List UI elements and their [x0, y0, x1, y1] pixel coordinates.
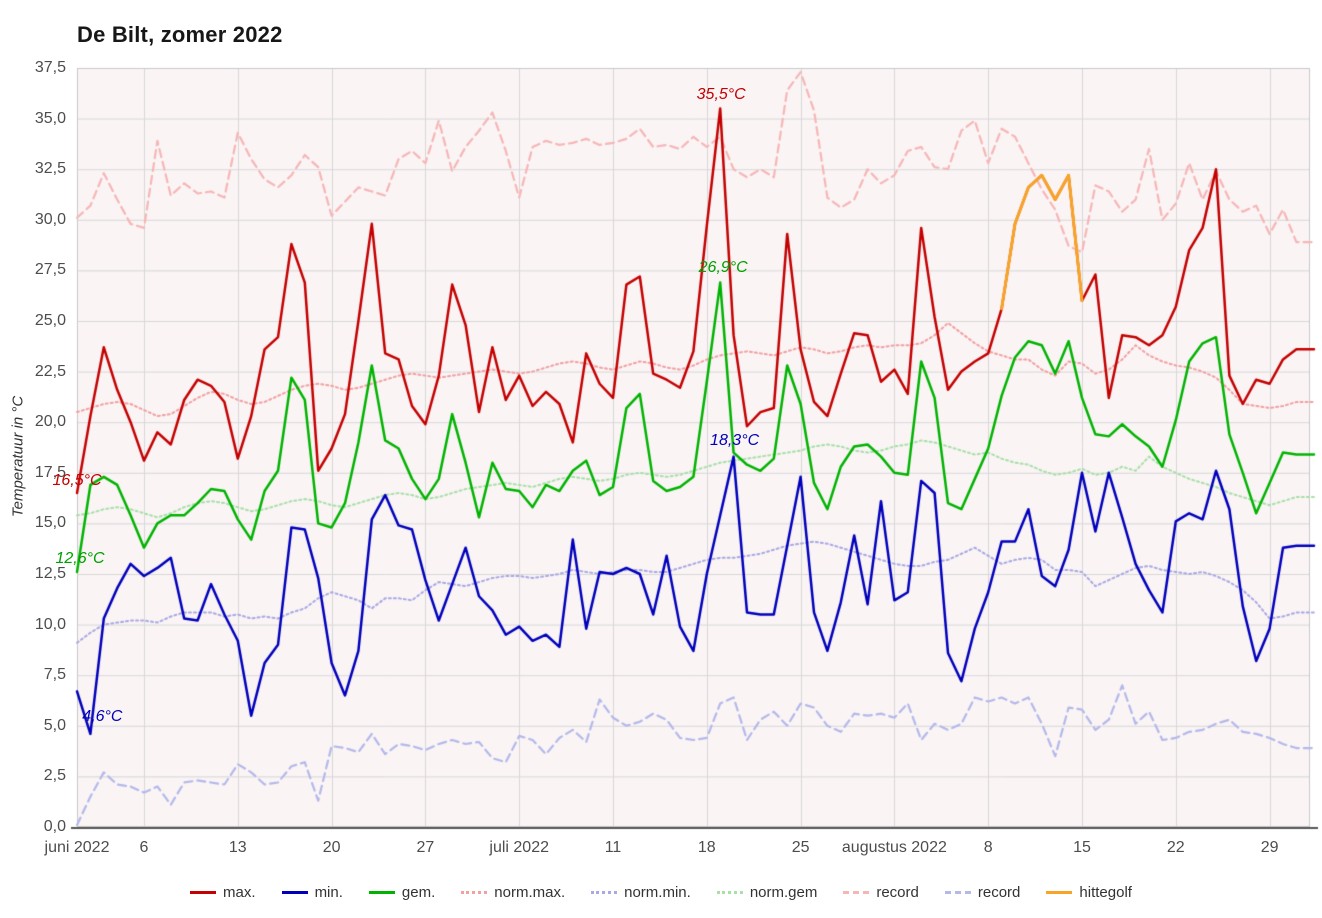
x-tick-label: 13	[228, 839, 247, 856]
x-tick-label: 11	[604, 839, 622, 856]
x-tick-label: augustus 2022	[841, 839, 947, 856]
x-tick-label: juni 2022	[44, 839, 110, 856]
y-axis-title: Temperatuur in °C	[9, 395, 27, 518]
legend-item-hittegolf[interactable]: hittegolf	[1046, 884, 1132, 901]
legend-item-record-max[interactable]: record	[843, 884, 919, 901]
y-tick-label: 25,0	[34, 312, 66, 329]
y-tick-label: 0,0	[43, 818, 66, 835]
legend-label: hittegolf	[1079, 884, 1132, 901]
value-annotation-max: 35,5°C	[696, 86, 746, 104]
legend-item-max[interactable]: max.	[190, 884, 256, 901]
y-tick-label: 35,0	[34, 109, 66, 127]
x-tick-label: 6	[139, 839, 149, 856]
y-tick-label: 5,0	[43, 716, 66, 734]
legend-swatch	[591, 891, 618, 894]
legend-swatch	[843, 891, 870, 894]
legend-swatch	[461, 891, 488, 894]
value-annotation-min: 4,6°C	[82, 707, 123, 725]
value-annotation-max: 16,5°C	[52, 472, 102, 490]
x-tick-label: 20	[322, 839, 341, 856]
x-tick-label: 22	[1166, 839, 1185, 856]
value-annotation-gem: 26,9°C	[698, 258, 748, 276]
y-tick-label: 10,0	[34, 615, 66, 633]
x-tick-label: juli 2022	[489, 839, 549, 856]
value-annotation-gem: 12,6°C	[55, 549, 105, 567]
legend-swatch	[190, 891, 217, 894]
legend-label: norm.min.	[624, 884, 691, 901]
legend-swatch	[716, 891, 743, 894]
y-tick-label: 12,5	[34, 565, 66, 582]
chart-title: De Bilt, zomer 2022	[77, 22, 283, 47]
y-tick-label: 2,5	[43, 767, 66, 785]
y-tick-label: 22,5	[34, 362, 66, 380]
legend-label: norm.gem	[749, 884, 818, 901]
x-tick-label: 18	[697, 839, 716, 856]
legend-label: record	[977, 884, 1021, 901]
legend-label: min.	[314, 884, 343, 901]
y-tick-label: 32,5	[34, 160, 66, 178]
legend-swatch	[281, 891, 308, 894]
y-tick-label: 20,0	[34, 413, 66, 431]
x-tick-label: 25	[791, 839, 810, 856]
legend-label: gem.	[401, 884, 436, 901]
legend-label: norm.max.	[494, 884, 566, 901]
legend-swatch	[368, 891, 395, 894]
legend-swatch	[944, 891, 971, 894]
legend-item-min[interactable]: min.	[281, 884, 343, 901]
legend-item-normmin[interactable]: norm.min.	[591, 884, 691, 901]
x-tick-label: 15	[1073, 839, 1091, 856]
y-tick-label: 7,5	[43, 666, 66, 684]
y-tick-label: 27,5	[34, 261, 66, 279]
legend-item-normgem[interactable]: norm.gem	[716, 884, 818, 901]
x-tick-label: 29	[1260, 839, 1279, 856]
y-tick-label: 37,5	[34, 59, 66, 76]
legend-label: record	[876, 884, 919, 901]
y-tick-label: 17,5	[34, 463, 66, 481]
x-tick-label: 8	[983, 839, 993, 856]
legend-label: max.	[223, 884, 256, 901]
legend-item-record-min[interactable]: record	[944, 884, 1021, 901]
x-tick-label: 27	[416, 839, 435, 856]
legend-item-normmax[interactable]: norm.max.	[461, 884, 565, 901]
y-tick-label: 30,0	[34, 210, 66, 228]
legend-swatch	[1046, 891, 1073, 894]
y-tick-label: 15,0	[34, 514, 66, 532]
legend-item-gem[interactable]: gem.	[368, 884, 436, 901]
chart-legend: max. min. gem. norm.max. norm.min. norm.gem re…	[0, 884, 1322, 901]
value-annotation-min: 18,3°C	[710, 431, 760, 449]
